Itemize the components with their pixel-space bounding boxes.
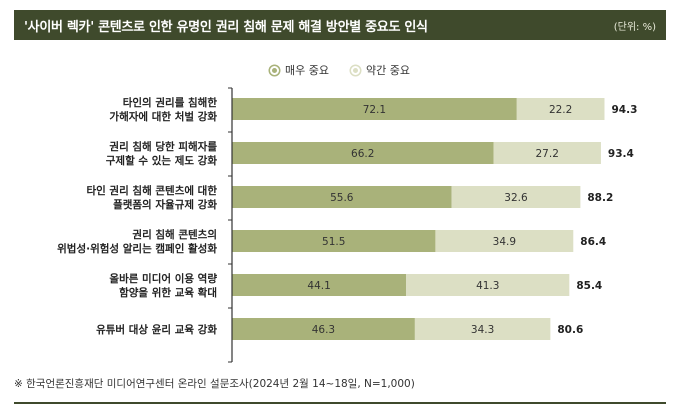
legend-label-very-important: 매우 중요 xyxy=(285,64,329,77)
chart-title: '사이버 렉카' 콘텐츠로 인한 유명인 권리 침해 문제 해결 방안별 중요도… xyxy=(24,19,428,35)
unit-label: (단위: %) xyxy=(613,21,656,33)
category-label: 함양을 위한 교육 확대 xyxy=(119,286,217,299)
category-label: 권리 침해 콘텐츠의 xyxy=(132,228,217,241)
legend-swatch-very-important xyxy=(270,65,280,75)
data-label-very-important: 44.1 xyxy=(307,280,330,292)
bar-somewhat-important xyxy=(493,142,601,164)
data-label-very-important: 72.1 xyxy=(363,104,386,116)
category-label: 구제할 수 있는 제도 강화 xyxy=(106,154,218,167)
data-label-somewhat-important: 34.3 xyxy=(471,324,494,336)
data-label-somewhat-important: 32.6 xyxy=(504,192,528,204)
bar-somewhat-important xyxy=(406,274,570,296)
legend-swatch-somewhat-important xyxy=(351,65,360,75)
data-label-total: 85.4 xyxy=(576,280,602,292)
chart-header-bar: '사이버 렉카' 콘텐츠로 인한 유명인 권리 침해 문제 해결 방안별 중요도… xyxy=(14,10,666,40)
category-label: 권리 침해 당한 피해자를 xyxy=(109,140,217,153)
data-label-very-important: 55.6 xyxy=(330,192,354,204)
bar-somewhat-important xyxy=(451,186,581,208)
bar-somewhat-important xyxy=(516,98,605,120)
category-label: 가해자에 대한 처벌 강화 xyxy=(109,110,217,123)
category-label: 타인의 권리를 침해한 xyxy=(123,96,218,109)
data-label-total: 94.3 xyxy=(611,104,637,116)
data-label-somewhat-important: 22.2 xyxy=(549,104,572,116)
bar-very-important xyxy=(232,274,407,296)
source-footnote: ※ 한국언론진흥재단 미디어연구센터 온라인 설문조사(2024년 2월 14~… xyxy=(14,378,415,390)
bar-very-important xyxy=(232,318,415,340)
category-label: 플랫폼의 자율규제 강화 xyxy=(113,198,217,211)
bar-very-important xyxy=(232,186,452,208)
data-label-somewhat-important: 41.3 xyxy=(476,280,499,292)
data-label-somewhat-important: 27.2 xyxy=(536,148,559,160)
data-label-somewhat-important: 34.9 xyxy=(493,236,516,248)
bar-very-important xyxy=(232,230,436,252)
data-label-very-important: 51.5 xyxy=(322,236,345,248)
category-label: 타인 권리 침해 콘텐츠에 대한 xyxy=(86,184,217,197)
bar-very-important xyxy=(232,142,494,164)
bar-somewhat-important xyxy=(414,318,551,340)
legend-item-very-important: 매우 중요 xyxy=(270,62,329,78)
legend: 매우 중요 약간 중요 xyxy=(0,62,680,78)
data-label-very-important: 46.3 xyxy=(312,324,335,336)
bottom-rule xyxy=(14,402,666,404)
bar-somewhat-important xyxy=(435,230,574,252)
category-label: 올바른 미디어 이용 역량 xyxy=(109,272,217,285)
data-label-total: 88.2 xyxy=(587,192,613,204)
data-label-very-important: 66.2 xyxy=(351,148,374,160)
data-label-total: 80.6 xyxy=(557,324,583,336)
data-label-total: 93.4 xyxy=(608,148,634,160)
legend-item-somewhat-important: 약간 중요 xyxy=(351,62,410,78)
category-label: 유튜버 대상 윤리 교육 강화 xyxy=(96,323,217,336)
data-label-total: 86.4 xyxy=(580,236,606,248)
bar-very-important xyxy=(232,98,517,120)
category-label: 위법성·위험성 알리는 캠페인 활성화 xyxy=(57,242,217,255)
legend-label-somewhat-important: 약간 중요 xyxy=(366,64,410,77)
